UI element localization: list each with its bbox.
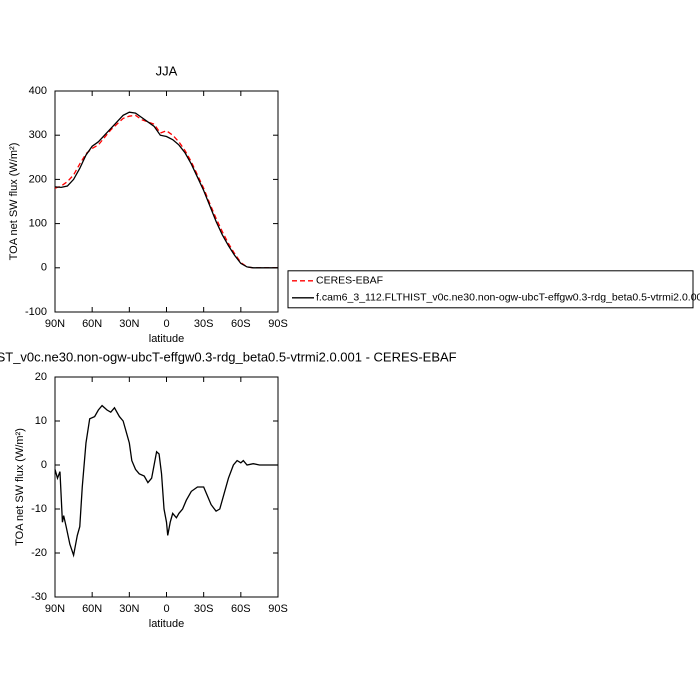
x-tick-label: 90N [45,603,65,615]
x-tick-label: 60N [82,318,102,330]
x-axis-label: latitude [149,333,184,345]
y-axis-label: TOA net SW flux (W/m²) [14,428,26,546]
x-tick-label: 0 [163,318,169,330]
y-tick-label: 10 [35,415,47,427]
plot-frame [54,376,279,598]
y-tick-label: 20 [35,371,47,383]
legend-box [287,270,694,309]
plot-frame [54,90,279,313]
x-tick-label: 90N [45,318,65,330]
legend-label: CERES-EBAF [316,275,383,287]
x-tick-label: 30N [119,603,139,615]
x-tick-label: 30S [194,318,214,330]
x-tick-label: 90S [268,603,288,615]
y-tick-label: -10 [31,503,47,515]
y-tick-label: 100 [29,218,47,230]
y-tick-label: 400 [29,85,47,97]
y-axis-label: TOA net SW flux (W/m²) [8,143,20,261]
y-tick-label: 0 [41,262,47,274]
y-tick-label: 200 [29,173,47,185]
legend-label: f.cam6_3_112.FLTHIST_v0c.ne30.non-ogw-ub… [316,292,700,304]
x-tick-label: 60N [82,603,102,615]
chart-title: f.cam6_3_112.FLTHIST_v0c.ne30.non-ogw-ub… [0,349,457,364]
x-tick-label: 30S [194,603,214,615]
data-line [54,111,278,269]
x-tick-label: 90S [268,318,288,330]
data-line [54,114,278,269]
y-tick-label: 0 [41,459,47,471]
data-line [54,404,278,558]
chart-title: JJA [156,63,178,78]
x-tick-label: 0 [163,603,169,615]
x-axis-label: latitude [149,618,184,630]
y-tick-label: -100 [25,306,47,318]
x-tick-label: 30N [119,318,139,330]
x-tick-label: 60S [231,603,251,615]
x-tick-label: 60S [231,318,251,330]
y-tick-label: 300 [29,129,47,141]
y-tick-label: -20 [31,547,47,559]
y-tick-label: -30 [31,591,47,603]
